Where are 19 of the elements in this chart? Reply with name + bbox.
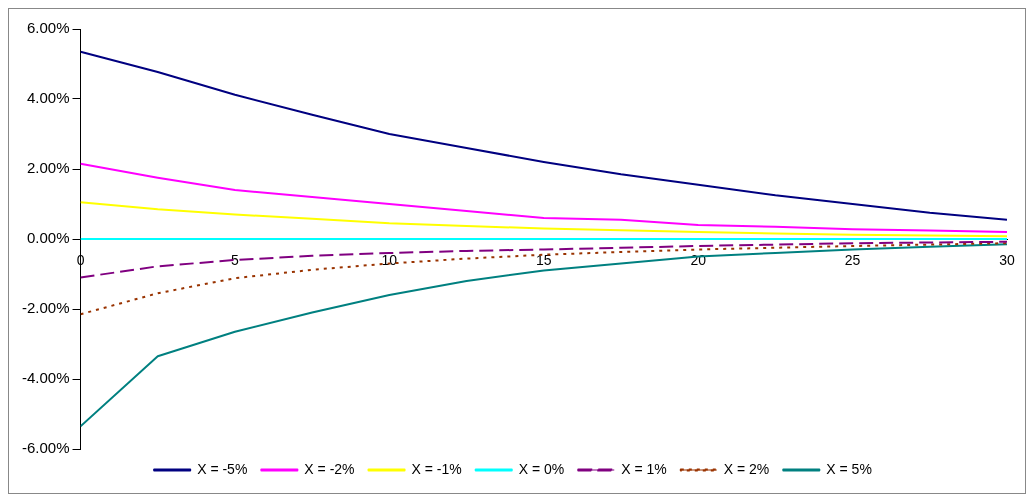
y-tick-label: 2.00% (26, 159, 70, 177)
y-tick-label: 6.00% (26, 19, 70, 37)
x-tick-label: 25 (844, 252, 861, 269)
legend-label: X = 0% (518, 460, 565, 477)
x-tick-label: 10 (381, 252, 398, 269)
legend-label: X = -2% (304, 460, 355, 477)
y-tick-label: -6.00% (22, 439, 70, 457)
legend-label: X = 5% (826, 460, 872, 477)
y-tick-label: -4.00% (22, 369, 70, 387)
y-tick-label: 0.00% (26, 229, 70, 247)
legend-label: X = -1% (411, 460, 462, 477)
legend-label: X = -5% (197, 460, 248, 477)
legend-label: X = 2% (723, 460, 770, 477)
legend-label: X = 1% (621, 460, 667, 477)
x-tick-label: 5 (231, 252, 240, 269)
x-tick-label: 15 (535, 252, 552, 269)
y-tick-label: 4.00% (26, 89, 70, 107)
x-tick-label: 30 (999, 252, 1015, 269)
y-tick-label: -2.00% (22, 299, 70, 317)
